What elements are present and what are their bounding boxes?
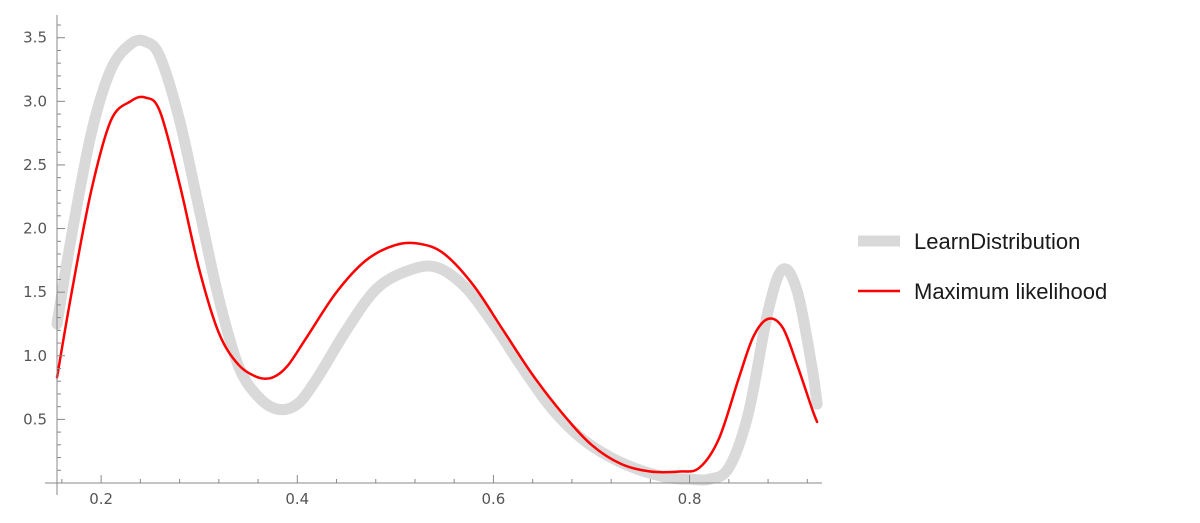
axes xyxy=(45,15,822,495)
y-tick-label: 3.0 xyxy=(23,92,47,110)
x-tick-label: 0.6 xyxy=(482,490,506,508)
y-tick-label: 2.5 xyxy=(23,156,47,174)
x-tick-label: 0.2 xyxy=(89,490,113,508)
plot-area xyxy=(51,34,823,486)
x-tick-label: 0.8 xyxy=(678,490,702,508)
y-tick-label: 2.0 xyxy=(23,220,47,238)
y-ticks: 0.5 1.0 1.5 2.0 2.5 3.0 3.5 xyxy=(23,24,65,471)
x-tick-label: 0.4 xyxy=(285,490,309,508)
x-ticks: 0.2 0.4 0.6 0.8 xyxy=(61,475,808,508)
legend-label-learndistribution: LearnDistribution xyxy=(914,229,1080,254)
y-tick-label: 3.5 xyxy=(23,29,47,47)
y-tick-label: 1.5 xyxy=(23,283,47,301)
y-tick-label: 0.5 xyxy=(23,410,47,428)
legend-label-maximum-likelihood: Maximum likelihood xyxy=(914,279,1107,304)
legend: LearnDistribution Maximum likelihood xyxy=(858,229,1107,304)
series-line-learndistribution xyxy=(51,34,823,486)
series-line-maximum-likelihood xyxy=(55,95,819,474)
y-tick-label: 1.0 xyxy=(23,347,47,365)
